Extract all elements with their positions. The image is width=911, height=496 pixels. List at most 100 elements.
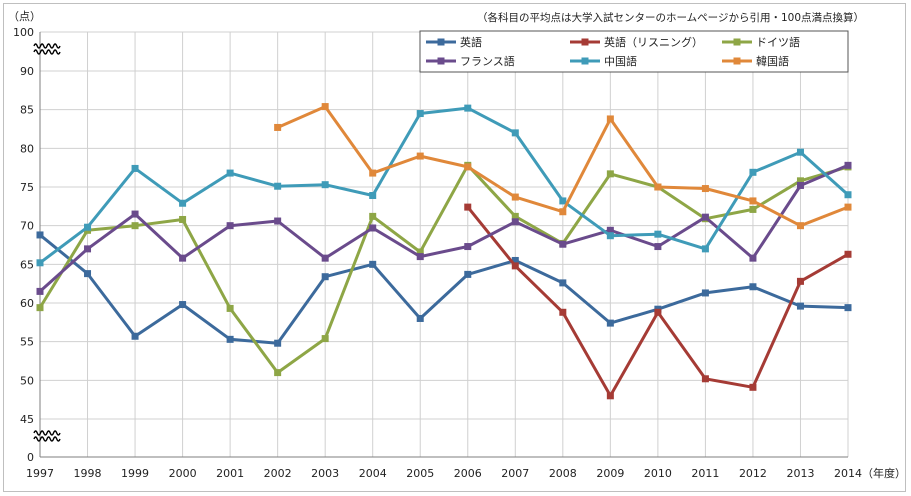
data-point: [274, 369, 282, 377]
data-point: [559, 240, 567, 248]
x-tick-label: 1999: [121, 467, 149, 480]
data-point: [606, 319, 614, 327]
x-tick-label: 2012: [739, 467, 767, 480]
data-point: [274, 123, 282, 131]
data-point: [464, 104, 472, 112]
data-point: [36, 231, 44, 239]
data-point: [274, 182, 282, 190]
data-point: [464, 270, 472, 278]
y-tick-label: 85: [20, 104, 34, 117]
series-line: [38, 163, 849, 293]
data-point: [179, 215, 187, 223]
data-point: [416, 314, 424, 322]
data-point: [701, 213, 709, 221]
data-point: [606, 392, 614, 400]
legend-label: 英語（リスニング）: [604, 35, 703, 49]
x-tick-label: 2011: [691, 467, 719, 480]
series-1: [464, 203, 852, 400]
data-point: [179, 301, 187, 309]
data-point: [749, 383, 757, 391]
data-point: [606, 232, 614, 240]
data-point: [701, 185, 709, 193]
data-point: [321, 254, 329, 262]
series-3: [36, 161, 852, 295]
y-tick-label: 100: [13, 26, 34, 39]
data-point: [796, 181, 804, 189]
data-point: [84, 245, 92, 253]
data-point: [226, 222, 234, 230]
x-tick-label: 2000: [169, 467, 197, 480]
data-point: [131, 164, 139, 172]
data-point: [511, 262, 519, 270]
data-point: [179, 199, 187, 207]
data-point: [796, 302, 804, 310]
data-point: [226, 169, 234, 177]
data-point: [321, 273, 329, 281]
y-tick-label: 90: [20, 65, 34, 78]
data-point: [369, 260, 377, 268]
series-4: [36, 104, 852, 267]
legend-label: ドイツ語: [756, 35, 800, 49]
x-tick-label: 1998: [74, 467, 102, 480]
y-tick-label: 50: [20, 374, 34, 387]
x-tick-label: 2004: [359, 467, 387, 480]
y-tick-label: 75: [20, 181, 34, 194]
data-point: [606, 115, 614, 123]
data-point: [36, 259, 44, 267]
data-point: [844, 191, 852, 199]
x-tick-label: 1997: [26, 467, 54, 480]
axis-break-mark: [33, 49, 61, 55]
data-point: [606, 226, 614, 234]
data-point: [321, 181, 329, 189]
data-point: [844, 203, 852, 211]
chart-frame: [3, 3, 906, 492]
data-point: [844, 304, 852, 312]
x-tick-label: 2002: [264, 467, 292, 480]
x-tick-label: 2008: [549, 467, 577, 480]
x-tick-label: 2014: [834, 467, 862, 480]
y-tick-label: 0: [27, 451, 34, 464]
x-tick-label: 2010: [644, 467, 672, 480]
data-point: [511, 212, 519, 220]
data-point: [654, 230, 662, 238]
data-point: [654, 183, 662, 191]
data-point: [559, 208, 567, 216]
data-point: [416, 248, 424, 256]
legend-marker: [581, 57, 589, 65]
y-tick-label: 45: [20, 413, 34, 426]
data-point: [131, 210, 139, 218]
legend-label: 英語: [460, 35, 482, 49]
data-point: [559, 279, 567, 287]
data-point: [84, 223, 92, 231]
data-point: [559, 308, 567, 316]
data-point: [701, 245, 709, 253]
data-point: [369, 169, 377, 177]
data-point: [131, 222, 139, 230]
y-axis-label: （点）: [8, 10, 41, 23]
data-point: [369, 224, 377, 232]
data-point: [274, 217, 282, 225]
data-point: [226, 304, 234, 312]
data-point: [749, 197, 757, 205]
legend-marker: [437, 38, 445, 46]
data-point: [464, 203, 472, 211]
axis-break-mark: [33, 43, 61, 49]
legend-marker: [733, 57, 741, 65]
series-line: [39, 233, 849, 345]
axes: [33, 32, 848, 458]
legend-marker: [581, 38, 589, 46]
data-point: [84, 270, 92, 278]
data-point: [464, 163, 472, 171]
y-tick-label: 55: [20, 336, 34, 349]
data-point: [511, 256, 519, 264]
data-point: [321, 335, 329, 343]
x-axis-label: （年度）: [862, 466, 906, 480]
data-point: [749, 168, 757, 176]
data-point: [701, 375, 709, 383]
data-point: [796, 222, 804, 230]
data-point: [606, 170, 614, 178]
data-point: [321, 103, 329, 111]
y-tick-label: 65: [20, 258, 34, 271]
source-note: （各科目の平均点は大学入試センターのホームページから引用・100点満点換算）: [477, 11, 864, 24]
data-point: [511, 193, 519, 201]
